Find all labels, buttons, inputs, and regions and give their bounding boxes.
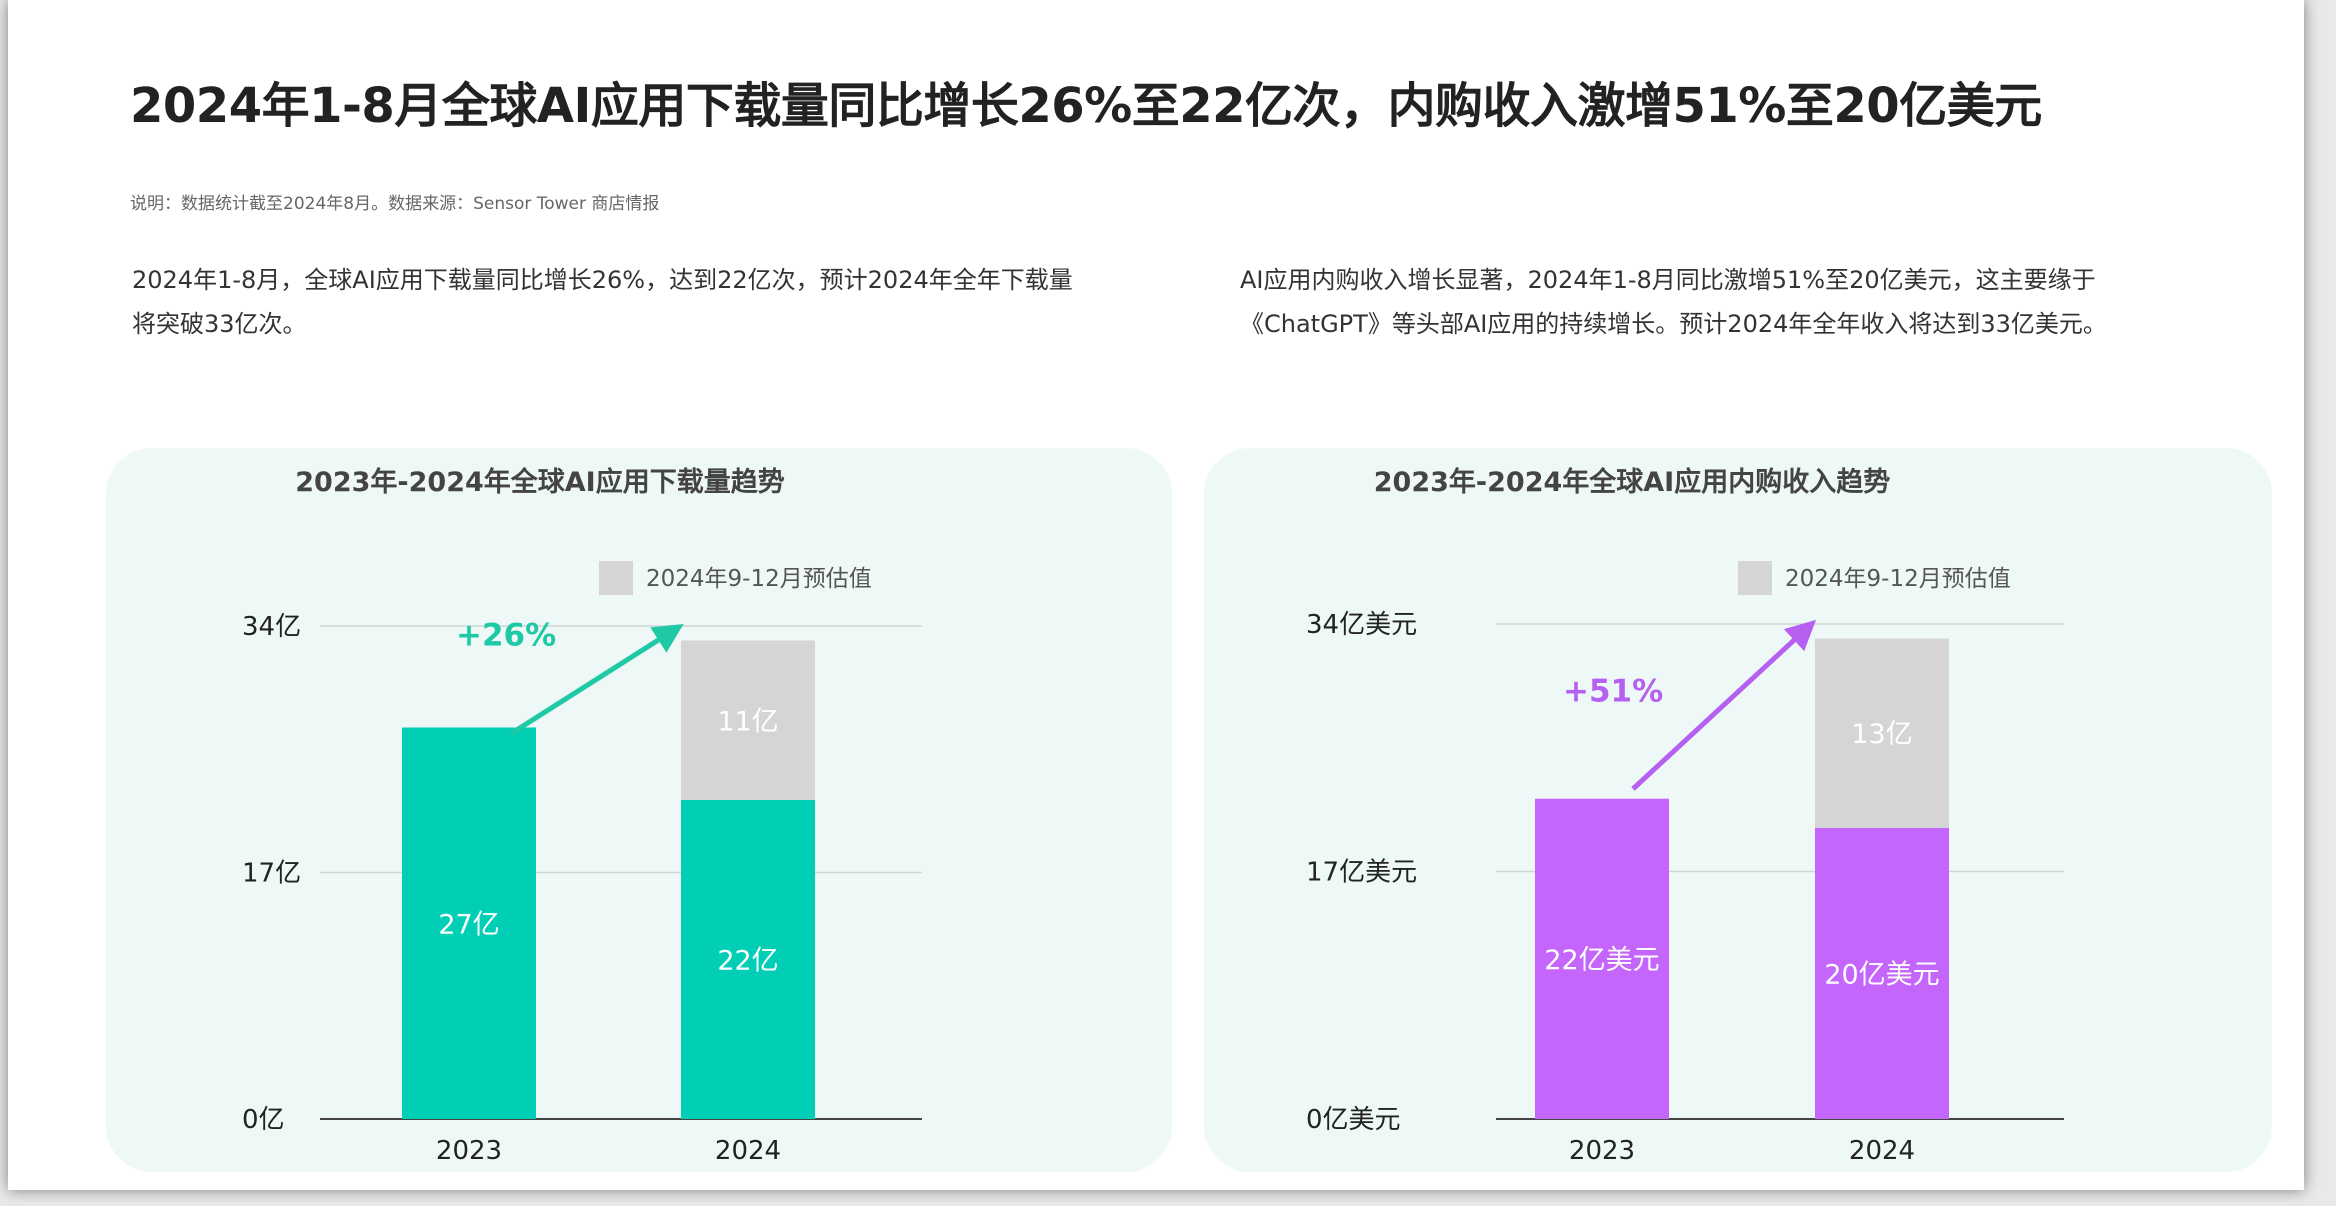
summary-line: 2024年1-8月，全球AI应用下载量同比增长26%，达到22亿次，预计2024… [132, 266, 1073, 294]
y-tick-label: 0亿 [242, 1105, 285, 1135]
y-tick-label: 34亿 [242, 612, 301, 642]
summary-line: 将突破33亿次。 [132, 310, 307, 338]
x-category-label: 2024 [715, 1136, 781, 1166]
legend-label: 2024年9-12月预估值 [646, 566, 872, 592]
revenue-chart: 2023年-2024年全球AI应用内购收入趋势 2024年9-12月预估值 0亿美元… [1306, 466, 2064, 1166]
growth-arrow [1631, 619, 1817, 791]
summary-downloads: 2024年1-8月，全球AI应用下载量同比增长26%，达到22亿次，预计2024… [132, 258, 1162, 346]
downloads-bar-actual [681, 800, 815, 1119]
bar-value-label: 20亿美元 [1824, 959, 1939, 990]
slide: 2024年1-8月全球AI应用下载量同比增长26%至22亿次，内购收入激增51%… [8, 0, 2304, 1190]
y-tick-label: 17亿 [242, 859, 301, 889]
bar-value-label: 11亿 [717, 706, 778, 737]
page-title: 2024年1-8月全球AI应用下载量同比增长26%至22亿次，内购收入激增51%… [130, 78, 2042, 134]
revenue-bar-estimate [1815, 638, 1949, 828]
chart-title: 2023年-2024年全球AI应用内购收入趋势 [1374, 466, 1890, 498]
downloads-bar-actual [402, 727, 536, 1119]
chart-title: 2023年-2024年全球AI应用下载量趋势 [295, 466, 784, 498]
legend-swatch [1738, 561, 1772, 595]
summary-revenue: AI应用内购收入增长显著，2024年1-8月同比激增51%至20亿美元，这主要缘… [1240, 258, 2240, 346]
summary-line: AI应用内购收入增长显著，2024年1-8月同比激增51%至20亿美元，这主要缘… [1240, 266, 2096, 294]
revenue-bar-actual [1815, 827, 1949, 1119]
downloads-bar-estimate [681, 640, 815, 800]
y-tick-label: 0亿美元 [1306, 1105, 1401, 1135]
downloads-chart-panel: 2023年-2024年全球AI应用下载量趋势 2024年9-12月预估值 0亿 17亿… [106, 448, 1172, 1172]
y-tick-label: 34亿美元 [1306, 610, 1417, 640]
x-category-label: 2023 [1569, 1136, 1635, 1166]
growth-arrow [509, 623, 684, 736]
growth-annotation: +26% [456, 617, 556, 653]
revenue-bar-actual [1535, 798, 1669, 1119]
bar-value-label: 27亿 [438, 909, 499, 940]
bar-value-label: 13亿 [1851, 719, 1912, 750]
x-category-label: 2024 [1849, 1136, 1915, 1166]
growth-annotation: +51% [1563, 674, 1663, 710]
downloads-chart: 2023年-2024年全球AI应用下载量趋势 2024年9-12月预估值 0亿 17亿… [242, 466, 922, 1166]
legend-swatch [599, 561, 633, 595]
summary-line: 《ChatGPT》等头部AI应用的持续增长。预计2024年全年收入将达到33亿美… [1240, 310, 2107, 338]
legend-label: 2024年9-12月预估值 [1785, 566, 2011, 592]
revenue-chart-panel: 2023年-2024年全球AI应用内购收入趋势 2024年9-12月预估值 0亿美元… [1204, 448, 2272, 1172]
bar-value-label: 22亿美元 [1544, 945, 1659, 976]
source-note: 说明：数据统计截至2024年8月。数据来源：Sensor Tower 商店情报 [130, 194, 660, 214]
y-tick-label: 17亿美元 [1306, 858, 1417, 888]
x-category-label: 2023 [436, 1136, 502, 1166]
bar-value-label: 22亿 [717, 946, 778, 977]
